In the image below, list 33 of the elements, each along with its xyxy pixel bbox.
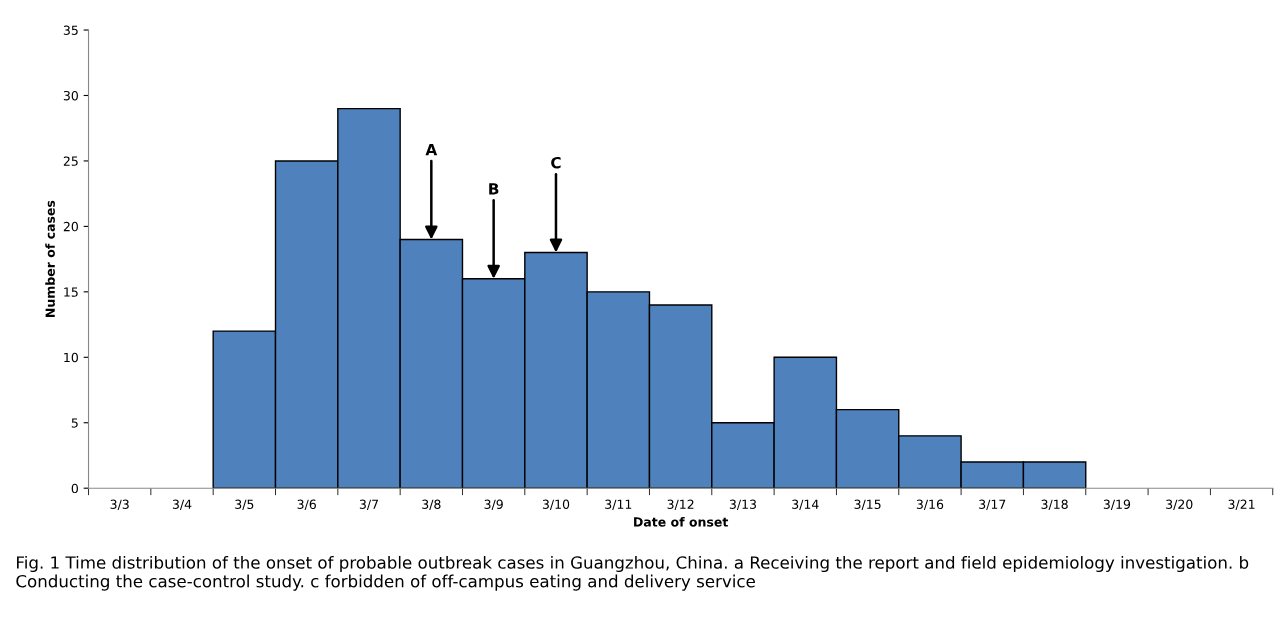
x-tick-label: 3/8 <box>422 499 441 510</box>
y-tick-label: 25 <box>63 156 78 166</box>
x-tick-label: 3/13 <box>729 499 756 510</box>
annotation: C <box>551 156 561 169</box>
x-tick-label: 3/4 <box>172 499 192 510</box>
caption: Fig. 1 Time distribution of the onset of probable outbreak cases in Guangzhou, China. a Receiving the report and field epidemiology investigation. b Conducting the case-control study. c forbidden of off-campus eating and delivery service <box>16 555 1249 591</box>
y-tick-label: 5 <box>71 418 78 428</box>
x-tick-label: 3/5 <box>235 499 254 510</box>
y-tick-label: 30 <box>63 90 78 101</box>
y-tick-label: 10 <box>64 352 78 363</box>
x-tick-label: 3/7 <box>359 499 378 510</box>
x-tick-label: 3/20 <box>1166 499 1193 510</box>
x-tick-label: 3/14 <box>792 499 819 510</box>
x-tick-label: 3/10 <box>542 499 570 510</box>
x-axis-title: Date of onset <box>634 516 729 527</box>
annotation: B <box>489 183 499 195</box>
y-tick-label: 15 <box>64 287 78 297</box>
x-tick-label: 3/6 <box>297 499 316 510</box>
x-tick-label: 3/16 <box>916 499 944 510</box>
x-tick-label: 3/19 <box>1103 499 1131 510</box>
y-tick-label: 35 <box>63 25 78 35</box>
x-tick-label: 3/15 <box>854 499 881 510</box>
x-tick-label: 3/12 <box>667 499 694 510</box>
y-tick-label: 0 <box>71 483 78 494</box>
x-tick-label: 3/17 <box>979 499 1006 510</box>
y-axis-title: Number of cases <box>45 200 55 317</box>
x-tick-label: 3/21 <box>1228 499 1255 510</box>
y-tick-label: 20 <box>63 221 78 232</box>
x-tick-label: 3/11 <box>605 499 632 510</box>
annotation: A <box>425 144 438 156</box>
x-tick-label: 3/9 <box>484 499 503 510</box>
x-tick-label: 3/18 <box>1041 499 1068 510</box>
x-tick-label: 3/3 <box>110 499 129 510</box>
